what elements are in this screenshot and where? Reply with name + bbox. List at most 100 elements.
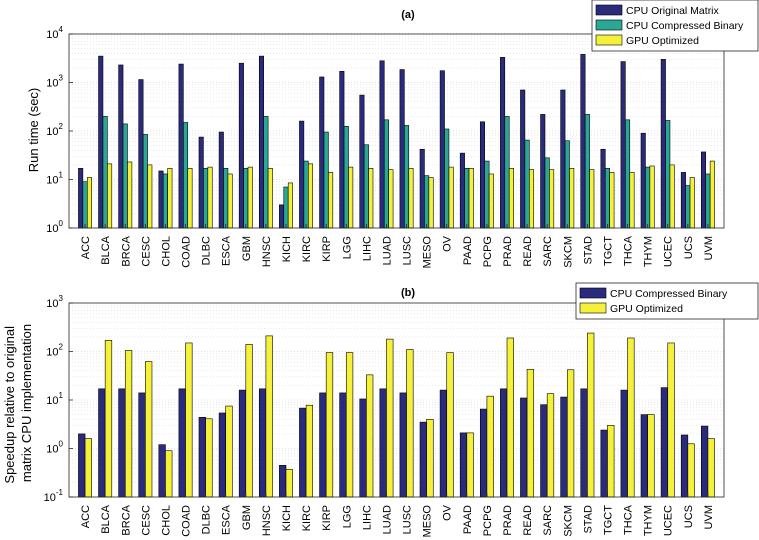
x-tick-label-cesc: CESC xyxy=(140,505,152,536)
chart-b-bar-blca-s1 xyxy=(104,340,113,498)
x-tick-label-paad: PAAD xyxy=(462,236,474,265)
chart-a-bar-ucs-s2 xyxy=(689,177,695,229)
chart-a-bar-ov-s2 xyxy=(448,166,454,229)
chart-a-x-ticks: ACC BLCA BRCA CESC CHOL COAD DLBC ESCA GBM HNSC KI… xyxy=(80,224,715,268)
chart-a-legend-swatch-2 xyxy=(595,34,623,46)
chart-a-bar-ov-s0 xyxy=(439,70,445,229)
chart-a-bar-read-s0 xyxy=(520,89,526,229)
chart-b-legend-swatch-0 xyxy=(579,287,607,299)
chart-a-bar-luad-s2 xyxy=(388,169,394,229)
chart-a-bar-uvm-s2 xyxy=(709,160,715,229)
chart-b-bar-lihc-s1 xyxy=(366,374,374,498)
chart-a-bar-chol-s2 xyxy=(167,168,173,229)
chart-a-bar-dlbc-s1 xyxy=(203,168,209,229)
x-tick-label-luad: LUAD xyxy=(381,236,393,265)
chart-b-bar-ucs-s0 xyxy=(680,434,689,498)
x-tick-label-ucec: UCEC xyxy=(663,236,675,267)
chart-b-bar-kich-s0 xyxy=(279,465,287,498)
x-tick-label-coad: COAD xyxy=(181,505,193,537)
x-tick-label-sarc: SARC xyxy=(542,505,554,536)
chart-b-bar-ucec-s1 xyxy=(667,342,675,498)
chart-b-bar-kirp-s1 xyxy=(325,352,334,498)
y-tick-label: 104 xyxy=(46,25,63,41)
chart-a-bar-tgct-s0 xyxy=(600,148,606,229)
chart-a-bar-prad-s0 xyxy=(500,57,506,229)
chart-a-bar-kirp-s0 xyxy=(319,76,325,229)
chart-a-bar-gbm-s2 xyxy=(247,166,253,229)
chart-b-bar-kirc-s1 xyxy=(305,404,314,498)
chart-b-y-ticks: 10-1 100 101 102 103 xyxy=(44,294,73,504)
chart-b-bar-read-s0 xyxy=(520,397,528,498)
chart-b-bar-paad-s0 xyxy=(459,432,468,498)
chart-b-bar-brca-s1 xyxy=(124,350,133,498)
chart-a-bar-paad-s1 xyxy=(464,168,470,229)
x-tick-label-stad: STAD xyxy=(582,236,594,265)
chart-a-bar-skcm-s0 xyxy=(560,89,566,229)
x-tick-label-brca: BRCA xyxy=(120,504,132,535)
x-tick-label-acc: ACC xyxy=(80,505,92,528)
chart-a-bar-ucs-s1 xyxy=(685,185,691,229)
chart-a-bar-uvm-s1 xyxy=(705,173,711,229)
chart-a-legend-label-0: CPU Original Matrix xyxy=(626,5,720,17)
chart-b-y-axis-label-line-2: matrix CPU implementation xyxy=(19,324,34,482)
chart-a-bar-ucec-s1 xyxy=(665,120,671,229)
x-tick-label-lihc: LIHC xyxy=(361,236,373,261)
chart-a-bar-dlbc-s2 xyxy=(207,166,213,229)
chart-b-bars xyxy=(78,332,715,498)
x-tick-label-hnsc: HNSC xyxy=(261,505,273,536)
chart-b-bar-dlbc-s0 xyxy=(198,416,206,498)
chart-b-bar-thym-s1 xyxy=(647,414,655,498)
chart-b-bar-kirp-s0 xyxy=(319,392,327,498)
y-tick-label: 101 xyxy=(46,171,63,187)
chart-b-bar-lgg-s0 xyxy=(339,392,347,498)
x-tick-label-tgct: TGCT xyxy=(602,236,614,266)
chart-b-bar-gbm-s0 xyxy=(238,389,247,498)
chart-a-bar-hnsc-s0 xyxy=(258,55,264,229)
chart-a-bar-pcpg-s2 xyxy=(488,173,494,229)
chart-a-bar-meso-s2 xyxy=(428,177,434,229)
chart-b-title: (b) xyxy=(401,287,415,299)
x-tick-label-kirc: KIRC xyxy=(301,505,313,531)
y-tick-label: 103 xyxy=(46,74,63,90)
chart-b: 10-1 100 101 102 103 ACC BLCA BRCA CESC CHOL COAD… xyxy=(2,282,759,537)
chart-a-bar-sarc-s2 xyxy=(549,169,555,229)
chart-a-bar-kich-s1 xyxy=(283,186,289,229)
chart-a-bar-blca-s1 xyxy=(102,116,108,229)
chart-a-bar-hnsc-s2 xyxy=(267,168,273,229)
chart-b-bar-meso-s1 xyxy=(426,419,434,498)
chart-b-bar-coad-s1 xyxy=(185,342,193,498)
y-tick-label: 103 xyxy=(46,294,63,310)
chart-b-bar-luad-s1 xyxy=(386,338,394,498)
chart-a-bar-skcm-s1 xyxy=(564,140,570,229)
chart-a-bar-stad-s0 xyxy=(580,54,586,229)
chart-a-bar-stad-s2 xyxy=(589,169,595,229)
chart-a-bar-kirp-s2 xyxy=(328,172,334,229)
x-tick-label-kich: KICH xyxy=(281,505,293,531)
chart-b-bar-ucs-s1 xyxy=(687,443,695,498)
chart-a-bar-paad-s0 xyxy=(459,152,465,229)
x-tick-label-lusc: LUSC xyxy=(402,236,414,265)
chart-a-bar-kirc-s0 xyxy=(299,120,305,229)
chart-a-bar-brca-s1 xyxy=(122,123,128,229)
chart-a-legend-swatch-0 xyxy=(595,4,623,16)
chart-b-bar-esca-s1 xyxy=(225,405,233,498)
x-tick-label-kich: KICH xyxy=(281,236,293,262)
chart-b-bar-read-s1 xyxy=(526,368,535,498)
chart-b-bar-thca-s0 xyxy=(620,389,628,498)
chart-a-bar-lgg-s1 xyxy=(343,125,349,229)
x-tick-label-prad: PRAD xyxy=(502,236,514,267)
chart-a-bar-prad-s2 xyxy=(508,168,514,229)
x-tick-label-gbm: GBM xyxy=(241,505,253,530)
chart-a-title: (a) xyxy=(401,9,415,21)
chart-a-bar-acc-s2 xyxy=(86,177,93,229)
chart-a-bar-cesc-s2 xyxy=(147,164,153,229)
x-tick-label-uvm: UVM xyxy=(703,236,715,260)
x-tick-label-kirc: KIRC xyxy=(301,236,313,262)
x-tick-label-gbm: GBM xyxy=(241,236,253,261)
chart-b-bar-meso-s0 xyxy=(419,421,427,498)
chart-b-bar-brca-s0 xyxy=(118,388,126,498)
chart-a-bar-kirc-s2 xyxy=(307,163,314,229)
x-tick-label-ucs: UCS xyxy=(683,505,695,528)
chart-a-bar-lihc-s1 xyxy=(363,144,369,229)
